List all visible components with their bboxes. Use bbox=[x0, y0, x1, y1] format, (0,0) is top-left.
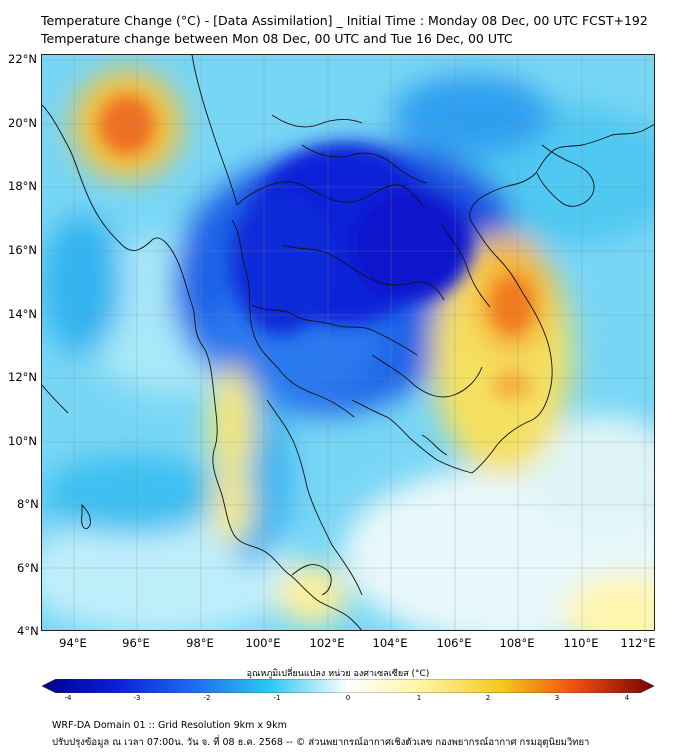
footer-model-info: WRF-DA Domain 01 :: Grid Resolution 9km … bbox=[52, 720, 287, 731]
colorbar-tick-2: 2 bbox=[485, 694, 491, 702]
lon-label-98e: 98°E bbox=[186, 636, 214, 650]
coastlines bbox=[42, 55, 654, 630]
colorbar-tick-1: 1 bbox=[416, 694, 422, 702]
title-line-1: Temperature Change (°C) - [Data Assimila… bbox=[41, 13, 648, 28]
lat-label-20n: 20°N bbox=[8, 116, 37, 130]
colorbar-tick-3: 3 bbox=[554, 694, 560, 702]
temperature-change-map bbox=[41, 54, 655, 631]
colorbar-tick-m4: -4 bbox=[64, 694, 72, 702]
lon-label-94e: 94°E bbox=[59, 636, 87, 650]
colorbar-tick-m3: -3 bbox=[133, 694, 141, 702]
colorbar-tick-m2: -2 bbox=[203, 694, 211, 702]
lat-label-12n: 12°N bbox=[8, 370, 37, 384]
colorbar-tick-0: 0 bbox=[345, 694, 351, 702]
lat-label-14n: 14°N bbox=[8, 307, 37, 321]
lat-label-8n: 8°N bbox=[17, 497, 39, 511]
lon-label-112e: 112°E bbox=[620, 636, 656, 650]
lat-label-22n: 22°N bbox=[8, 52, 37, 66]
lon-label-110e: 110°E bbox=[563, 636, 599, 650]
lon-label-100e: 100°E bbox=[245, 636, 281, 650]
lon-label-108e: 108°E bbox=[499, 636, 535, 650]
lat-label-18n: 18°N bbox=[8, 179, 37, 193]
lat-label-4n: 4°N bbox=[17, 624, 39, 638]
lon-label-106e: 106°E bbox=[436, 636, 472, 650]
colorbar-label: อุณหภูมิเปลี่ยนแปลง หน่วย องศาเซลเซียส (… bbox=[246, 669, 430, 679]
lat-label-16n: 16°N bbox=[8, 243, 37, 257]
lon-label-104e: 104°E bbox=[372, 636, 408, 650]
lat-label-6n: 6°N bbox=[17, 561, 39, 575]
lon-label-96e: 96°E bbox=[122, 636, 150, 650]
lat-label-10n: 10°N bbox=[8, 434, 37, 448]
colorbar bbox=[42, 679, 654, 693]
lon-label-102e: 102°E bbox=[309, 636, 345, 650]
colorbar-tick-m1: -1 bbox=[273, 694, 281, 702]
footer-update-info: ปรับปรุงข้อมูล ณ เวลา 07:00น. วัน จ. ที่… bbox=[52, 737, 590, 748]
map-field bbox=[42, 55, 654, 630]
colorbar-tick-4: 4 bbox=[624, 694, 630, 702]
title-line-2: Temperature change between Mon 08 Dec, 0… bbox=[41, 31, 513, 46]
